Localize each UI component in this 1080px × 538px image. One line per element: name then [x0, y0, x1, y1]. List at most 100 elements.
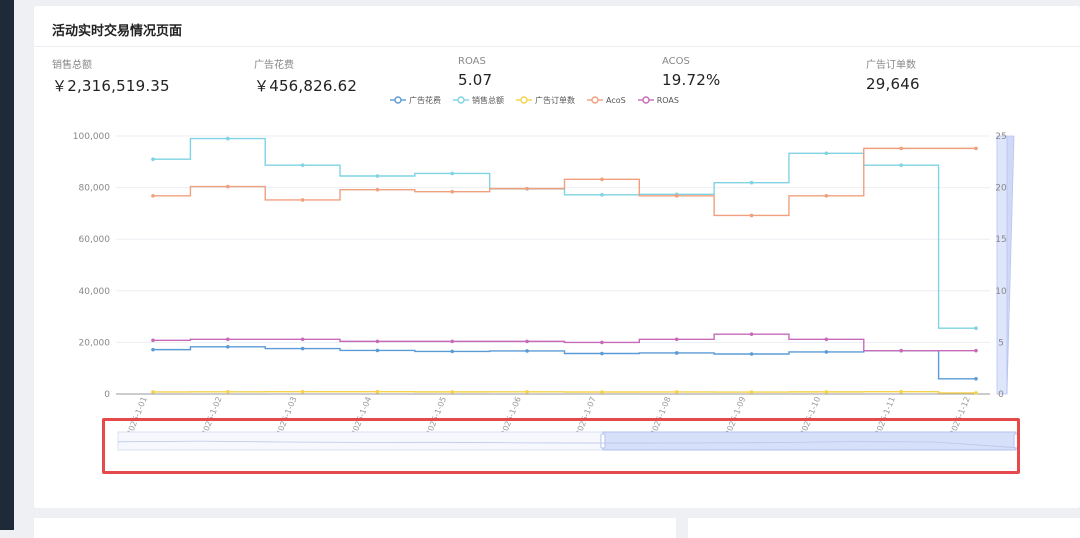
legend-label: 销售总额	[472, 95, 504, 105]
series-point	[749, 332, 754, 336]
realtime-trading-card: 活动实时交易情况页面 销售总额 ￥2,316,519.35 广告花费 ￥456,…	[34, 6, 1080, 508]
stat-label: ROAS	[458, 56, 486, 67]
series-point	[899, 146, 903, 151]
stat-value: 5.07	[458, 71, 493, 89]
series-point	[600, 351, 604, 356]
series-point	[375, 339, 380, 344]
series-point	[300, 337, 305, 342]
series-point	[226, 337, 230, 342]
y-left-tick-label: 60,000	[79, 235, 111, 245]
stat-value: 29,646	[866, 75, 920, 93]
right-axis-band-wedge	[1006, 135, 1015, 395]
series-line-ROAS	[153, 333, 976, 352]
series-point	[226, 390, 230, 394]
series-line-AcoS	[153, 147, 976, 217]
series-point	[450, 189, 455, 194]
series-point	[151, 194, 155, 198]
series-point	[151, 157, 155, 162]
series-point	[525, 339, 529, 344]
y-right-tick-label: 0	[998, 390, 1004, 400]
stat-sales-total: 销售总额 ￥2,316,519.35	[52, 56, 170, 96]
y-right-tick-label: 15	[995, 235, 1006, 245]
series-point	[151, 390, 155, 394]
legend-label: AcoS	[606, 95, 626, 105]
series-point	[824, 151, 829, 156]
series-point	[974, 391, 978, 395]
series-point	[375, 389, 380, 394]
series-point	[674, 351, 679, 355]
bottom-card-left	[34, 518, 676, 538]
series-point	[899, 348, 903, 353]
stat-value: ￥456,826.62	[254, 77, 358, 95]
series-point	[525, 349, 529, 353]
series-point	[899, 163, 903, 167]
legend-item[interactable]: AcoS	[587, 92, 626, 108]
legend-line-circle-icon	[516, 96, 532, 104]
stat-value: ￥2,316,519.35	[52, 77, 170, 95]
series-point	[300, 346, 305, 351]
series-point	[450, 390, 455, 394]
series-point	[899, 389, 903, 394]
series-point	[226, 136, 230, 141]
title-divider	[34, 46, 1080, 47]
y-left-tick-label: 100,000	[73, 132, 110, 142]
y-right-tick-label: 20	[995, 184, 1007, 194]
series-point	[151, 338, 155, 343]
legend-line-circle-icon	[637, 96, 654, 104]
series-point	[375, 174, 380, 178]
series-point	[300, 389, 305, 394]
series-point	[749, 352, 754, 356]
series-point	[450, 339, 455, 344]
series-point	[525, 186, 529, 191]
legend-line-circle-icon	[587, 96, 603, 104]
series-point	[151, 347, 155, 352]
series-point	[226, 184, 230, 189]
series-point	[749, 213, 754, 218]
legend-item[interactable]: 广告花费	[390, 92, 441, 108]
stat-ad-spend: 广告花费 ￥456,826.62	[254, 56, 357, 96]
y-left-tick-label: 80,000	[79, 184, 111, 194]
series-point	[824, 194, 829, 198]
stat-acos: ACOS 19.72%	[662, 56, 720, 89]
series-point	[450, 349, 455, 354]
series-point	[824, 390, 829, 394]
series-point	[824, 337, 829, 342]
series-point	[300, 198, 305, 202]
legend-item[interactable]: ROAS	[637, 92, 679, 108]
stat-value: 19.72%	[662, 71, 721, 89]
legend-label: ROAS	[656, 95, 679, 105]
series-point	[974, 348, 978, 353]
y-right-tick-label: 10	[995, 287, 1007, 297]
series-point	[824, 350, 829, 354]
y-left-tick-label: 40,000	[79, 287, 111, 297]
series-point	[674, 194, 679, 198]
series-line-广告订单数	[153, 390, 976, 394]
legend-line-circle-icon	[390, 96, 406, 104]
y-right-tick-label: 25	[995, 132, 1006, 142]
left-edge-strip	[0, 0, 14, 530]
data-zoom-handle-left[interactable]	[600, 433, 606, 449]
series-point	[450, 171, 455, 176]
legend-item[interactable]: 销售总额	[453, 92, 504, 108]
series-point	[300, 163, 305, 167]
series-point	[674, 390, 679, 394]
legend-item[interactable]: 广告订单数	[516, 92, 575, 108]
y-left-tick-label: 20,000	[79, 338, 111, 348]
stat-label: 销售总额	[52, 60, 92, 71]
series-point	[974, 376, 978, 381]
legend-line-circle-icon	[453, 96, 469, 104]
series-point	[600, 193, 604, 197]
stat-label: 广告花费	[254, 60, 294, 71]
stat-label: ACOS	[662, 56, 690, 67]
stat-ad-orders: 广告订单数 29,646	[866, 56, 920, 93]
y-left-tick-label: 0	[104, 390, 110, 400]
series-point	[674, 337, 679, 342]
series-point	[749, 180, 754, 185]
data-zoom-preview-line	[117, 440, 1017, 449]
series-point	[749, 390, 754, 394]
series-point	[600, 390, 604, 394]
y-right-tick-label: 5	[998, 338, 1004, 348]
legend-label: 广告订单数	[535, 95, 575, 105]
chart-legend: 广告花费 销售总额 广告订单数 AcoS ROAS	[390, 92, 679, 108]
series-point	[974, 146, 978, 151]
